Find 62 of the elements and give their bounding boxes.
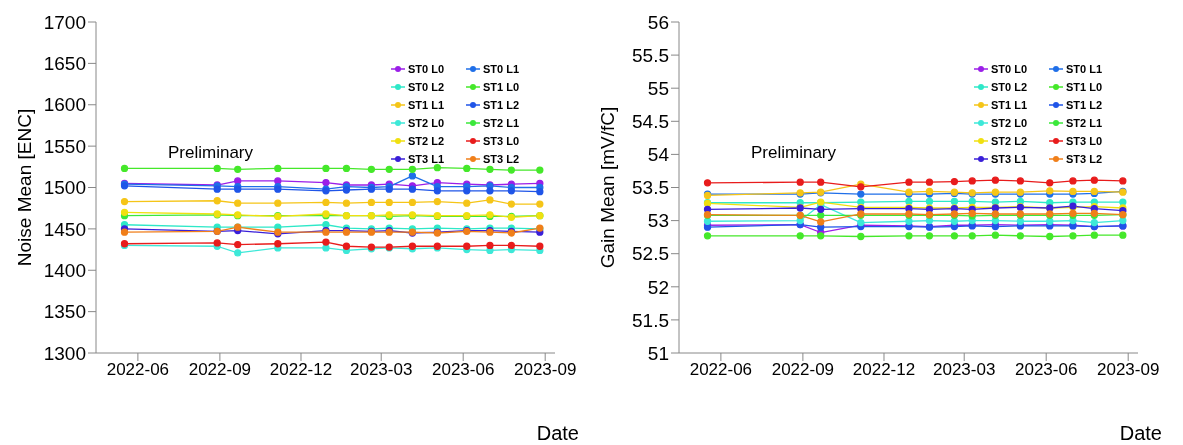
y-tick-label: 1400 [43, 259, 86, 281]
x-tick-label: 2022-06 [689, 360, 753, 380]
y-tick-label: 52 [647, 276, 669, 298]
legend-label: ST0 L1 [1066, 63, 1103, 75]
legend-label: ST1 L1 [408, 99, 445, 111]
legend-label: ST2 L2 [991, 135, 1028, 147]
x-tick-label: 2022-12 [852, 360, 916, 380]
legend-label: ST3 L0 [1066, 135, 1103, 147]
legend-label: ST1 L0 [1066, 81, 1103, 93]
legend-label: ST1 L2 [1066, 99, 1103, 111]
y-tick-label: 1450 [43, 218, 86, 240]
legend-label: ST3 L2 [1066, 153, 1103, 165]
y-tick-label: 51 [647, 342, 669, 364]
y-tick-label: 53.5 [632, 177, 669, 199]
annotation: Preliminary [168, 143, 254, 163]
legend-label: ST3 L0 [483, 135, 520, 147]
y-tick-label: 55 [647, 77, 669, 99]
legend-label: ST0 L0 [408, 63, 445, 75]
legend-label: ST1 L0 [483, 81, 520, 93]
annotation: Preliminary [751, 143, 837, 163]
y-tick-label: 1700 [43, 11, 86, 33]
legend-label: ST0 L2 [408, 81, 445, 93]
legend-label: ST0 L1 [483, 63, 520, 75]
legend-label: ST0 L0 [991, 63, 1028, 75]
x-tick-label: 2023-09 [514, 360, 577, 380]
legend-label: ST2 L0 [408, 117, 445, 129]
x-axis-title: Date [1119, 422, 1162, 445]
x-tick-label: 2023-06 [432, 360, 495, 380]
legend-label: ST0 L2 [991, 81, 1028, 93]
legend-label: ST2 L2 [408, 135, 445, 147]
legend-label: ST1 L1 [991, 99, 1028, 111]
y-tick-label: 1500 [43, 177, 86, 199]
legend-label: ST2 L1 [1066, 117, 1103, 129]
x-tick-label: 2022-12 [269, 360, 333, 380]
x-axis-title: Date [536, 422, 579, 445]
y-tick-label: 51.5 [632, 309, 669, 331]
legend-label: ST3 L1 [408, 153, 445, 165]
y-tick-label: 1600 [43, 94, 86, 116]
legend-label: ST1 L2 [483, 99, 520, 111]
x-tick-label: 2022-09 [188, 360, 252, 380]
legend-label: ST3 L2 [483, 153, 520, 165]
y-tick-label: 52.5 [632, 243, 669, 265]
y-tick-label: 55.5 [632, 44, 669, 66]
x-tick-label: 2022-06 [106, 360, 170, 380]
x-tick-label: 2023-03 [350, 360, 413, 380]
legend-label: ST3 L1 [991, 153, 1028, 165]
legend-label: ST2 L1 [483, 117, 520, 129]
y-tick-label: 1300 [43, 342, 86, 364]
x-tick-label: 2022-09 [771, 360, 835, 380]
y-tick-label: 1650 [43, 53, 86, 75]
x-tick-label: 2023-03 [933, 360, 996, 380]
y-tick-label: 1350 [43, 301, 86, 323]
x-tick-label: 2023-06 [1015, 360, 1078, 380]
y-tick-label: 1550 [43, 135, 86, 157]
y-tick-label: 53 [647, 210, 669, 232]
y-axis-title: Gain Mean [mV/fC] [596, 106, 618, 269]
y-tick-label: 56 [647, 11, 669, 33]
legend-label: ST2 L0 [991, 117, 1028, 129]
y-tick-label: 54.5 [632, 111, 669, 133]
y-axis-title: Noise Mean [ENC] [13, 108, 35, 267]
y-tick-label: 54 [647, 144, 670, 166]
x-tick-label: 2023-09 [1097, 360, 1160, 380]
